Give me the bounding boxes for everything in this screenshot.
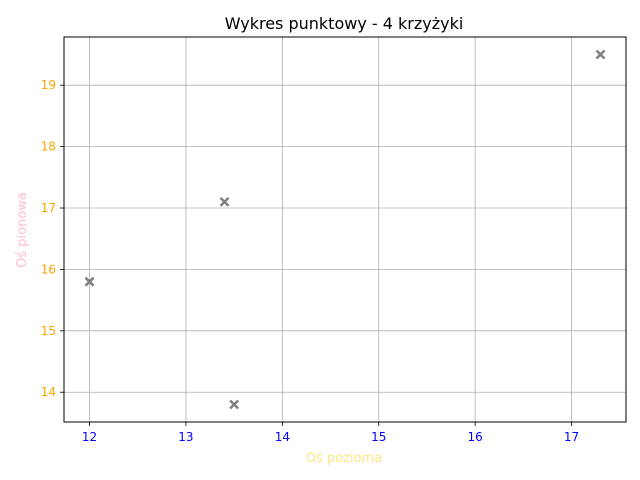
x-tick-label: 17 — [564, 430, 579, 444]
x-tick-label: 14 — [275, 430, 290, 444]
x-axis-label: Oś pozioma — [306, 451, 382, 466]
y-tick-label: 18 — [41, 140, 56, 154]
y-tick-label: 16 — [41, 262, 56, 276]
y-tick-label: 19 — [41, 78, 56, 92]
x-tick-label: 15 — [371, 430, 386, 444]
chart-title: Wykres punktowy - 4 krzyżyki — [225, 14, 464, 33]
x-tick-label: 16 — [467, 430, 482, 444]
y-tick-label: 17 — [41, 201, 56, 215]
x-tick-label: 12 — [82, 430, 97, 444]
y-tick-label: 15 — [41, 324, 56, 338]
x-tick-label: 13 — [178, 430, 193, 444]
y-tick-label: 14 — [41, 385, 56, 399]
y-axis-label: Oś pionowa — [15, 192, 30, 268]
